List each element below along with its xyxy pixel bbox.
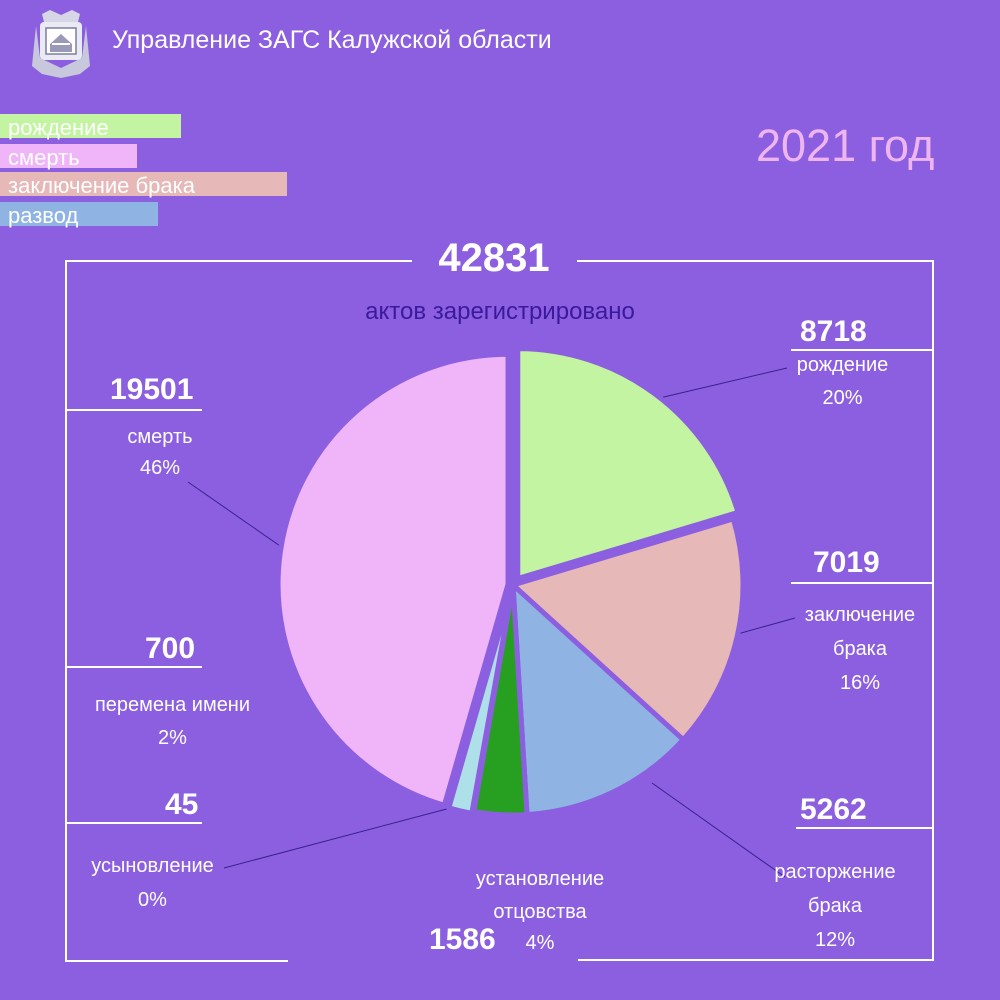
pie-slice-name-change (446, 584, 516, 816)
divorce-label-line1: расторжение (774, 861, 896, 883)
marriage-label-line1: заключение (804, 604, 916, 626)
death-label: смерть (127, 426, 193, 448)
birth-value: 8718 (800, 315, 867, 348)
name-change-value: 700 (145, 632, 196, 665)
divorce-label-line2: брака (807, 895, 862, 917)
year-label: 2021 год (756, 120, 935, 171)
divorce-value: 5262 (800, 793, 867, 826)
pie-slice-birth (515, 346, 741, 582)
paternity-value: 1586 (429, 923, 496, 956)
total-caption: актов зарегистрировано (365, 298, 635, 325)
legend-swatch-divorce (0, 202, 158, 226)
legend-swatch-death (0, 144, 137, 168)
pie-slice-death (275, 351, 511, 808)
total-value: 42831 (438, 236, 550, 280)
paternity-label-line2: отцовства (493, 901, 587, 923)
paternity-label-line1: установление (475, 868, 605, 890)
birth-percent: 20% (822, 387, 863, 409)
legend-label-divorce: развод (8, 203, 79, 228)
marriage-percent: 16% (839, 672, 881, 694)
marriage-value: 7019 (813, 546, 880, 579)
name-change-label: перемена имени (94, 694, 251, 716)
death-value: 19501 (110, 373, 194, 406)
legend-label-birth: рождение (8, 115, 109, 140)
marriage-label-line2: брака (832, 638, 887, 660)
birth-label: рождение (796, 354, 889, 376)
name-change-percent: 2% (158, 727, 187, 749)
legend-swatch-birth (0, 114, 181, 138)
pie-slice-marriage (510, 516, 746, 743)
legend-label-marriage: заключение брака (8, 173, 195, 198)
coat-of-arms-icon (32, 10, 90, 78)
divorce-percent: 12% (814, 929, 856, 951)
legend-swatch-marriage (0, 172, 287, 196)
legend-swatches (0, 114, 287, 226)
pie-slice-divorce (510, 582, 686, 818)
adoption-label: усыновление (91, 855, 214, 877)
adoption-value: 45 (165, 788, 199, 821)
legend-label-death: смерть (8, 145, 80, 170)
adoption-percent: 0% (138, 889, 167, 911)
paternity-percent: 4% (525, 932, 555, 954)
organization-title: Управление ЗАГС Калужской области (112, 26, 552, 54)
death-percent: 46% (139, 457, 181, 479)
